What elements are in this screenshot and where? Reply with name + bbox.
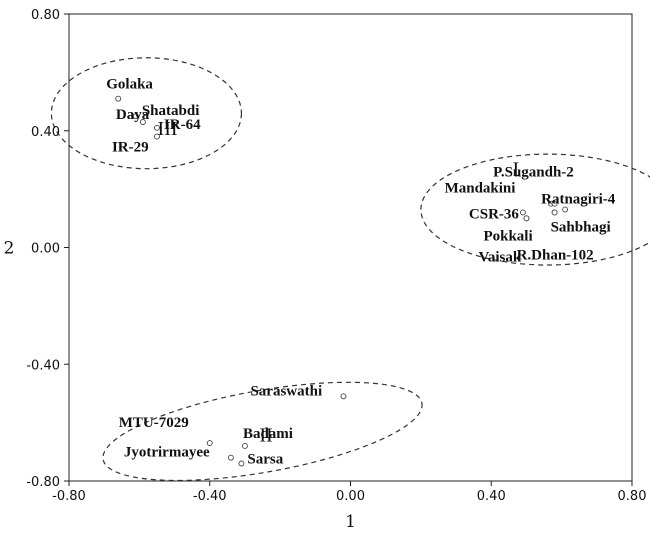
data-point: [519, 209, 526, 216]
data-point: [551, 209, 558, 216]
data-point: [132, 113, 139, 120]
y-tick-label: -0.40: [26, 358, 60, 373]
data-point: [139, 119, 146, 125]
data-point: [523, 215, 530, 222]
point-label: Sahbhagi: [551, 219, 611, 235]
y-tick-label: -0.80: [26, 475, 60, 490]
cluster-ellipses: [50, 57, 650, 482]
data-point: [154, 133, 160, 140]
group-label: II: [259, 424, 272, 446]
data-point: [206, 440, 213, 447]
y-axis-title: 2: [4, 239, 15, 259]
x-tick-label: 0.00: [336, 489, 365, 504]
y-tick-label: 0.40: [31, 125, 60, 140]
data-point: [551, 200, 558, 207]
data-point: [241, 443, 248, 449]
data-point: [154, 124, 160, 131]
point-label: Shatabdi: [142, 103, 200, 119]
x-tick-label: -0.40: [193, 489, 227, 504]
point-label: Saraswathi: [250, 383, 322, 399]
data-point: [115, 95, 122, 102]
axes: -0.80 -0.40 0.00 0.40 0.80 0.80 0.40 0.00 -0.40 -…: [4, 8, 647, 532]
x-tick-label: 0.40: [477, 489, 506, 504]
cluster-ellipse: [420, 153, 650, 266]
point-label: IR-64: [164, 117, 201, 133]
data-point: [227, 454, 234, 461]
point-label: Jyotrirmayee: [124, 445, 210, 461]
point-label: Golaka: [106, 77, 153, 93]
data-points: [115, 95, 569, 467]
group-label: I: [513, 159, 520, 181]
cluster-ellipse: [102, 381, 423, 482]
group-label: III: [158, 118, 178, 140]
data-point: [238, 460, 245, 467]
x-tick-label: -0.80: [52, 489, 86, 504]
x-axis-title: 1: [345, 512, 356, 532]
y-tick-label: 0.00: [31, 242, 60, 257]
point-label: Badami: [243, 426, 293, 442]
point-label: CSR-36: [469, 206, 520, 222]
cluster-ellipse: [50, 57, 243, 170]
point-label: Vaisak: [478, 249, 521, 265]
point-label: Sarsa: [247, 451, 283, 467]
point-label: R.Dhan-102: [517, 247, 594, 263]
point-label: Ratnagiri-4: [541, 192, 616, 208]
point-label: Daya: [116, 107, 150, 123]
point-label: P.Sugandh-2: [493, 165, 574, 181]
point-label: Pokkali: [483, 228, 532, 244]
data-point: [340, 393, 347, 400]
y-tick-label: 0.80: [31, 8, 60, 23]
point-label: IR-29: [112, 140, 149, 156]
point-label: Mandakini: [445, 181, 516, 197]
data-point: [562, 206, 569, 213]
x-tick-label: 0.80: [618, 489, 647, 504]
point-labels: IIIIIIGolakaShatabdiDayaIR-64IR-29P.Suga…: [106, 77, 616, 468]
point-label: MTU-7029: [119, 415, 189, 431]
